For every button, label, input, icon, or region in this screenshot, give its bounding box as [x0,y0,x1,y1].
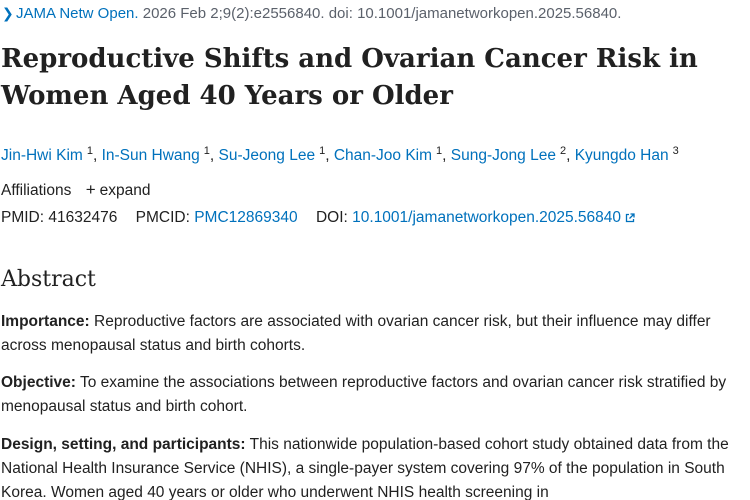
affiliation-ref[interactable]: 1 [203,145,210,157]
pmcid-label: PMCID: [135,209,190,226]
section-label: Design, setting, and participants: [1,436,246,453]
affiliation-ref[interactable]: 3 [672,145,679,157]
affiliation-ref[interactable]: 1 [86,145,93,157]
author-link[interactable]: Su-Jeong Lee [218,147,316,164]
section-label: Importance: [1,313,90,330]
section-text: Reproductive factors are associated with… [1,313,711,354]
pmcid-link[interactable]: PMC12869340 [194,209,298,226]
doi-value: 10.1001/jamanetworkopen.2025.56840 [352,209,622,226]
author-link[interactable]: Sung-Jong Lee [450,147,556,164]
abstract-heading: Abstract [1,267,96,292]
abstract-objective: Objective: To examine the associations b… [1,371,750,419]
citation-line: ❯ JAMA Netw Open. 2026 Feb 2;9(2):e255684… [2,3,621,24]
author-link[interactable]: Kyungdo Han [574,147,669,164]
identifiers-row: PMID: 41632476 PMCID: PMC12869340 DOI: 1… [1,207,635,229]
abstract-design: Design, setting, and participants: This … [1,433,750,500]
citation-details: 2026 Feb 2;9(2):e2556840. doi: 10.1001/j… [142,5,622,22]
external-link-icon [625,213,635,223]
doi-label: DOI: [315,209,348,226]
author-list: Jin-Hwi Kim 1, In-Sun Hwang 1, Su-Jeong Le… [1,145,679,164]
section-text: This nationwide population-based cohort … [1,436,729,500]
pmid-label: PMID: [1,209,45,226]
doi-link[interactable]: 10.1001/jamanetworkopen.2025.56840 [352,209,635,226]
author-link[interactable]: Chan-Joo Kim [333,147,433,164]
section-label: Objective: [1,374,76,391]
author-link[interactable]: Jin-Hwi Kim [1,147,83,164]
journal-link[interactable]: JAMA Netw Open. [16,5,139,22]
expand-label: expand [99,182,151,199]
affiliations-row: Affiliations + expand [1,179,150,202]
affiliation-ref[interactable]: 1 [436,145,443,157]
affiliation-ref[interactable]: 2 [559,145,567,157]
plus-icon: + [85,180,96,199]
abstract-importance: Importance: Reproductive factors are ass… [1,310,750,358]
article-title: Reproductive Shifts and Ovarian Cancer R… [1,44,698,111]
section-text: To examine the associations between repr… [1,374,727,415]
pmid-value: 41632476 [48,209,118,226]
affiliation-ref[interactable]: 1 [319,145,326,157]
expand-affiliations-button[interactable]: + expand [85,180,151,199]
author-link[interactable]: In-Sun Hwang [101,147,200,164]
affiliations-label: Affiliations [1,182,72,199]
chevron-right-icon[interactable]: ❯ [2,5,14,21]
